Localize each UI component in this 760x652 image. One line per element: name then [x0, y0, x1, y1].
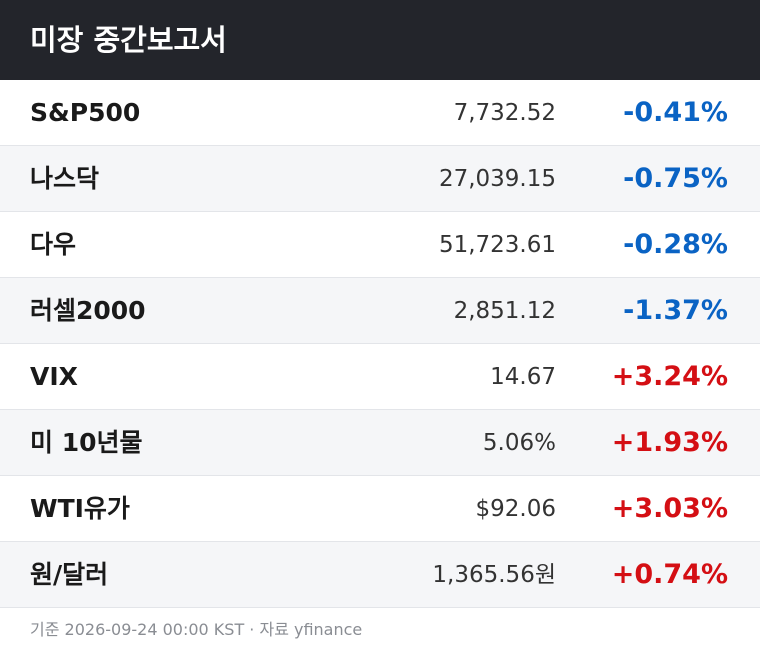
table-row: WTI유가 $92.06 +3.03%: [0, 476, 760, 542]
table-row: 원/달러 1,365.56원 +0.74%: [0, 542, 760, 608]
header-title: 미장 중간보고서: [0, 0, 760, 80]
row-name: VIX: [30, 362, 78, 391]
row-price: 1,365.56원: [432, 562, 556, 588]
table: S&P500 7,732.52 -0.41% 나스닥 27,039.15 -0.75% 다우…: [0, 80, 760, 608]
row-price: 7,732.52: [453, 100, 556, 126]
footer-note: 기준 2026-09-24 00:00 KST · 자료 yfinance: [30, 620, 363, 639]
table-row: 러셀2000 2,851.12 -1.37%: [0, 278, 760, 344]
row-change: -0.28%: [623, 229, 728, 260]
row-change: +0.74%: [611, 559, 728, 590]
row-name: 러셀2000: [30, 296, 146, 325]
table-row: 다우 51,723.61 -0.28%: [0, 212, 760, 278]
row-price: 51,723.61: [438, 232, 556, 258]
row-price: 5.06%: [482, 430, 556, 456]
table-row: S&P500 7,732.52 -0.41%: [0, 80, 760, 146]
row-name: 나스닥: [30, 164, 100, 193]
row-change: +3.03%: [611, 493, 728, 524]
row-name: 다우: [30, 230, 77, 259]
row-change: +1.93%: [611, 427, 728, 458]
row-price: $92.06: [475, 496, 556, 522]
row-name: 미 10년물: [30, 428, 143, 457]
row-change: +3.24%: [611, 361, 728, 392]
table-row: 나스닥 27,039.15 -0.75%: [0, 146, 760, 212]
table-row: VIX 14.67 +3.24%: [0, 344, 760, 410]
row-change: -1.37%: [623, 295, 728, 326]
row-name: WTI유가: [30, 494, 130, 523]
row-name: 원/달러: [30, 560, 109, 589]
table-row: 미 10년물 5.06% +1.93%: [0, 410, 760, 476]
row-change: -0.75%: [623, 163, 728, 194]
row-price: 27,039.15: [438, 166, 556, 192]
row-name: S&P500: [30, 98, 141, 127]
row-price: 2,851.12: [453, 298, 556, 324]
row-change: -0.41%: [623, 97, 728, 128]
row-price: 14.67: [490, 364, 556, 390]
